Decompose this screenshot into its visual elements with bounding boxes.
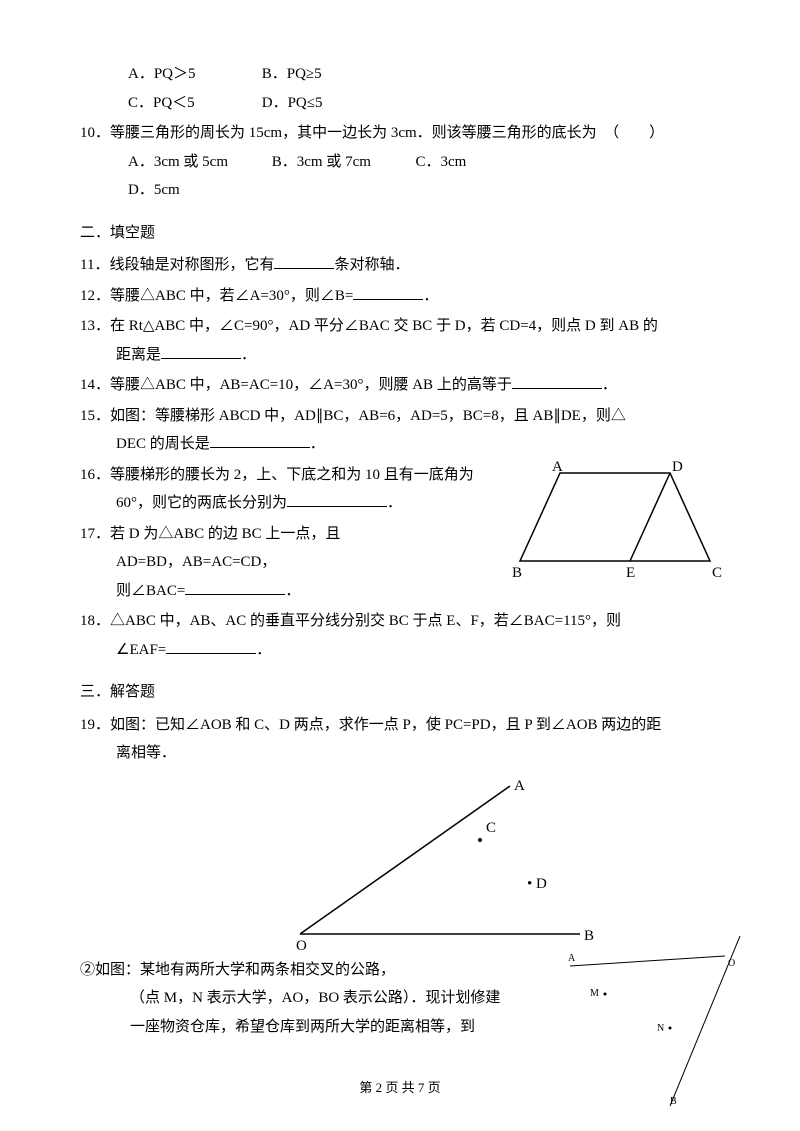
q17-blank: [185, 579, 285, 595]
q11: 11．线段轴是对称图形，它有 条对称轴．: [80, 251, 720, 280]
road-ao: [570, 956, 725, 966]
q10-opt-b: B．3cm 或 7cm: [272, 148, 412, 177]
q13-l1: 13．在 Rt△ABC 中，∠C=90°，AD 平分∠BAC 交 BC 于 D，…: [80, 312, 720, 341]
angle-label-c: C: [486, 820, 496, 836]
q18-l2b: ．: [256, 642, 271, 658]
q19-part2: A O B M N ②如图：某地有两所大学和两条相交叉的公路， （点 M，N 表…: [80, 956, 720, 1076]
q13-l2a: 距离是: [116, 347, 161, 363]
q16-l1: 16．等腰梯形的腰长为 2，上、下底之和为 10 且有一底角为: [80, 461, 490, 490]
q15-l2a: DEC 的周长是: [116, 436, 210, 452]
q19b-l2: （点 M，N 表示大学，AO，BO 表示公路）．现计划修建: [80, 984, 520, 1013]
angle-oa-line: [300, 786, 510, 934]
q17-l3b: ．: [285, 583, 300, 599]
road-label-m: M: [590, 988, 599, 999]
q9-options: A．PQ＞5 B．PQ≥5 C．PQ＜5 D．PQ≤5: [80, 60, 720, 117]
q19b-l3: 一座物资仓库，希望仓库到两所大学的距离相等，到: [80, 1013, 520, 1042]
q18-l1: 18．△ABC 中，AB、AC 的垂直平分线分别交 BC 于点 E、F，若∠BA…: [80, 607, 720, 636]
q10-text: 10．等腰三角形的周长为 15cm，其中一边长为 3cm．则该等腰三角形的底长为…: [80, 119, 720, 148]
q9-opt-a: A．PQ＞5: [128, 60, 258, 89]
q17-l2: AD=BD，AB=AC=CD，: [80, 548, 490, 577]
q9-opt-c: C．PQ＜5: [128, 89, 258, 118]
q15-l1: 15．如图：等腰梯形 ABCD 中，AD∥BC，AB=6，AD=5，BC=8，且…: [80, 402, 720, 431]
q11-a: 11．线段轴是对称图形，它有: [80, 257, 274, 273]
q9-opt-b: B．PQ≥5: [262, 60, 392, 89]
q19-l1: 19．如图：已知∠AOB 和 C、D 两点，求作一点 P，使 PC=PD，且 P…: [80, 711, 720, 740]
q18-l2a: ∠EAF=: [116, 642, 166, 658]
angle-label-o: O: [296, 938, 307, 954]
q19-l2: 离相等．: [80, 739, 720, 768]
trap-label-d: D: [672, 461, 683, 475]
q16-l2a: 60°，则它的两底长分别为: [116, 495, 287, 511]
q16-l2b: ．: [387, 495, 402, 511]
angle-figure: O A B C • D: [280, 774, 600, 954]
q9-opt-d: D．PQ≤5: [262, 89, 392, 118]
q12-blank: [353, 284, 423, 300]
q10: 10．等腰三角形的周长为 15cm，其中一边长为 3cm．则该等腰三角形的底长为…: [80, 119, 720, 205]
q10-opt-c: C．3cm: [416, 148, 596, 177]
q17-l3: 则∠BAC= ．: [80, 577, 490, 606]
q13-l2: 距离是 ．: [80, 341, 720, 370]
q19b-l1: ②如图：某地有两所大学和两条相交叉的公路，: [80, 956, 520, 985]
trap-label-a: A: [552, 461, 563, 475]
angle-label-d: • D: [527, 876, 547, 892]
q10-opt-a: A．3cm 或 5cm: [128, 148, 268, 177]
q12-b: ．: [423, 288, 438, 304]
q11-b: 条对称轴．: [334, 257, 409, 273]
q10-options: A．3cm 或 5cm B．3cm 或 7cm C．3cm D．5cm: [80, 148, 720, 205]
document-page: A．PQ＞5 B．PQ≥5 C．PQ＜5 D．PQ≤5 10．等腰三角形的周长为…: [0, 0, 800, 1131]
q14-b: ．: [602, 377, 617, 393]
road-label-a: A: [568, 953, 576, 964]
road-label-o: O: [728, 958, 735, 969]
road-m-dot: [604, 992, 607, 995]
road-n-dot: [669, 1026, 672, 1029]
q16-blank: [287, 491, 387, 507]
q15: 15．如图：等腰梯形 ABCD 中，AD∥BC，AB=6，AD=5，BC=8，且…: [80, 402, 720, 459]
angle-c-dot: [478, 838, 482, 842]
q10-opt-d: D．5cm: [128, 176, 268, 205]
q14: 14．等腰△ABC 中，AB=AC=10，∠A=30°，则腰 AB 上的高等于 ．: [80, 371, 720, 400]
q19: 19．如图：已知∠AOB 和 C、D 两点，求作一点 P，使 PC=PD，且 P…: [80, 711, 720, 954]
q15-l2b: ．: [310, 436, 325, 452]
q13-l2b: ．: [241, 347, 256, 363]
section-2-title: 二．填空题: [80, 219, 720, 248]
q17-l3a: 则∠BAC=: [116, 583, 185, 599]
q15-l2: DEC 的周长是 ．: [80, 430, 720, 459]
angle-label-a: A: [514, 778, 525, 794]
q15-blank: [210, 432, 310, 448]
page-footer: 第 2 页 共 7 页: [0, 1076, 800, 1101]
q16-l2: 60°，则它的两底长分别为 ．: [80, 489, 490, 518]
q13: 13．在 Rt△ABC 中，∠C=90°，AD 平分∠BAC 交 BC 于 D，…: [80, 312, 720, 369]
q18-blank: [166, 638, 256, 654]
q9-row1: A．PQ＞5 B．PQ≥5: [128, 60, 720, 89]
q18: 18．△ABC 中，AB、AC 的垂直平分线分别交 BC 于点 E、F，若∠BA…: [80, 607, 720, 664]
q17-l1: 17．若 D 为△ABC 的边 BC 上一点，且: [80, 520, 490, 549]
road-label-n: N: [657, 1023, 664, 1034]
q14-a: 14．等腰△ABC 中，AB=AC=10，∠A=30°，则腰 AB 上的高等于: [80, 377, 512, 393]
q9-row2: C．PQ＜5 D．PQ≤5: [128, 89, 720, 118]
q12: 12．等腰△ABC 中，若∠A=30°，则∠B= ．: [80, 282, 720, 311]
q13-blank: [161, 343, 241, 359]
q11-blank: [274, 253, 334, 269]
q16: A D B E C 16．等腰梯形的腰长为 2，上、下底之和为 10 且有一底角…: [80, 461, 720, 518]
q14-blank: [512, 373, 602, 389]
q18-l2: ∠EAF= ．: [80, 636, 720, 665]
q17: 17．若 D 为△ABC 的边 BC 上一点，且 AD=BD，AB=AC=CD，…: [80, 520, 720, 606]
q12-a: 12．等腰△ABC 中，若∠A=30°，则∠B=: [80, 288, 353, 304]
section-3-title: 三．解答题: [80, 678, 720, 707]
